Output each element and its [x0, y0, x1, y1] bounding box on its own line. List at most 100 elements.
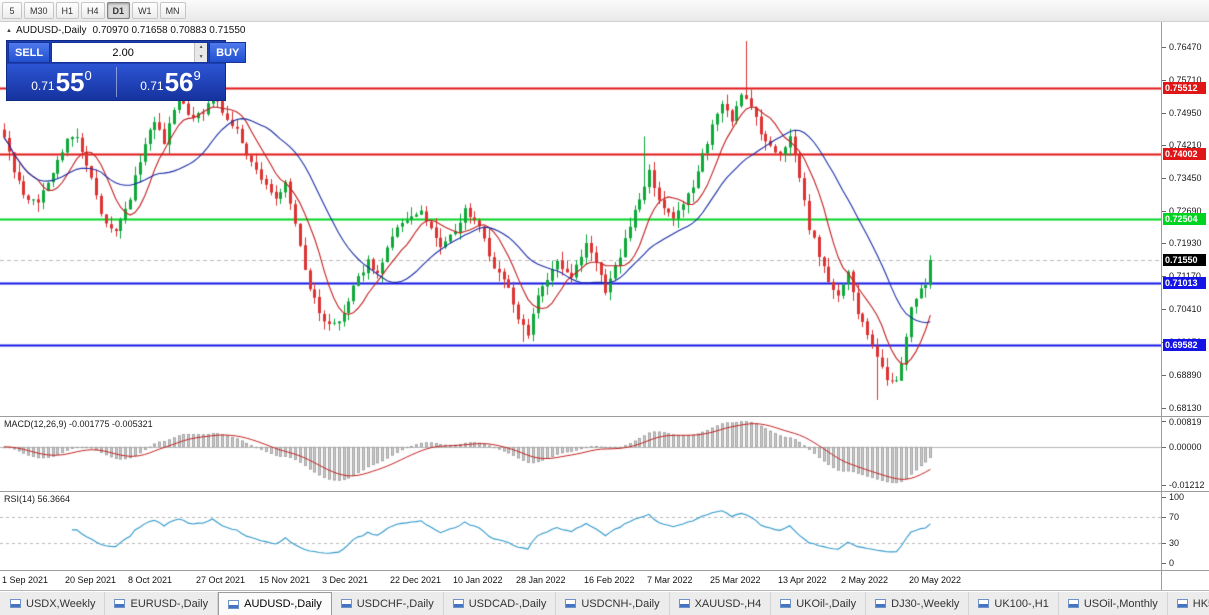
- price-tick-mark: [1162, 47, 1166, 48]
- chart-window-icon: [1176, 599, 1188, 608]
- timeframe-toolbar: 5 M30 H1 H4 D1 W1 MN: [0, 0, 1209, 22]
- buy-button[interactable]: BUY: [209, 42, 247, 63]
- chart-tab-usdcad-daily[interactable]: USDCAD-,Daily: [444, 592, 557, 615]
- rsi-tick-mark: [1162, 497, 1166, 498]
- chart-window-icon: [780, 599, 792, 608]
- macd-pane: 0.00819 0.00000 -0.01212 MACD(12,26,9) -0.…: [0, 417, 1209, 492]
- timeframe-button-h1[interactable]: H1: [55, 2, 80, 19]
- chart-window-icon-bar: [979, 604, 989, 607]
- price-tick-mark: [1162, 211, 1166, 212]
- date-label: 25 Mar 2022: [710, 575, 761, 585]
- chart-tab-label: USDCHF-,Daily: [356, 597, 434, 610]
- title-marker-icon: ▲: [6, 27, 12, 34]
- chart-tab-label: USDX,Weekly: [26, 597, 96, 610]
- chart-tab-dj30-weekly[interactable]: DJ30-,Weekly: [866, 592, 970, 615]
- chart-window-icon: [340, 599, 352, 608]
- price-tick-mark: [1162, 80, 1166, 81]
- chart-tab-label: AUDUSD-,Daily: [244, 598, 322, 610]
- chart-tab-hk50[interactable]: HK50-: [1168, 592, 1209, 615]
- chart-window-icon-bar: [341, 604, 351, 607]
- price-tick-mark: [1162, 309, 1166, 310]
- rsi-tick-label: 0: [1169, 558, 1175, 568]
- price-tick-mark: [1162, 408, 1166, 409]
- sell-button[interactable]: SELL: [8, 42, 51, 63]
- chart-tab-eurusd-daily[interactable]: EURUSD-,Daily: [105, 592, 219, 615]
- rsi-tick-mark: [1162, 543, 1166, 544]
- chart-window-icon-bar: [679, 604, 689, 607]
- timeframe-button-5[interactable]: 5: [2, 2, 22, 19]
- chart-tab-uk100-h1[interactable]: UK100-,H1: [969, 592, 1059, 615]
- chart-tab-audusd-daily[interactable]: AUDUSD-,Daily: [218, 592, 332, 615]
- rsi-tick-mark: [1162, 517, 1166, 518]
- chart-tab-label: HK50-: [1192, 597, 1209, 610]
- chart-tab-xauusd-h4[interactable]: XAUUSD-,H4: [670, 592, 772, 615]
- date-label: 2 May 2022: [841, 575, 889, 585]
- date-label: 10 Jan 2022: [453, 575, 503, 585]
- rsi-chart-canvas[interactable]: [0, 492, 1161, 570]
- chart-tab-label: EURUSD-,Daily: [130, 597, 209, 610]
- price-tick-label: 0.71930: [1169, 238, 1202, 248]
- chart-window-icon: [452, 599, 464, 608]
- chart-window-icon-bar: [566, 604, 576, 607]
- volume-down-button[interactable]: ▼: [198, 53, 204, 60]
- buy-price[interactable]: 0.71 56 9: [116, 64, 225, 100]
- date-label: 3 Dec 2021: [322, 575, 369, 585]
- chart-window-icon-bar: [1177, 604, 1187, 607]
- price-tick-mark: [1162, 375, 1166, 376]
- price-tick-label: 0.76470: [1169, 42, 1202, 52]
- chart-tab-usoil-monthly[interactable]: USOil-,Monthly: [1059, 592, 1168, 615]
- sell-price-prefix: 0.71: [31, 79, 55, 93]
- price-tick-label: 0.74210: [1169, 140, 1202, 150]
- macd-tick-label: 0.00000: [1169, 442, 1202, 452]
- chart-window-icon-bar: [229, 604, 239, 608]
- volume-spin-control: ▲ ▼: [194, 43, 208, 62]
- chart-tab-usdx-weekly[interactable]: USDX,Weekly: [1, 592, 106, 615]
- current-price-label: 0.71550: [1163, 254, 1206, 266]
- chart-window-icon: [10, 599, 21, 608]
- chart-tab-bar: USDX,Weekly EURUSD-,Daily AUDUSD-,Daily USD…: [0, 591, 1209, 615]
- macd-label: MACD(12,26,9) -0.001775 -0.005321: [4, 419, 153, 429]
- trade-prices: 0.71 55 0 0.71 56 9: [7, 64, 225, 100]
- price-tick-label: 0.68890: [1169, 370, 1202, 380]
- date-label: 28 Jan 2022: [516, 575, 566, 585]
- chart-window-icon-bar: [115, 604, 125, 607]
- date-label: 13 Apr 2022: [778, 575, 827, 585]
- date-label: 7 Mar 2022: [647, 575, 693, 585]
- level-price-label: 0.71013: [1163, 277, 1206, 289]
- chart-symbol-label: AUDUSD-,Daily: [15, 25, 87, 36]
- timeframe-button-d1[interactable]: D1: [106, 2, 131, 19]
- timeframe-button-w1[interactable]: W1: [132, 2, 158, 19]
- price-tick-label: 0.75710: [1169, 75, 1202, 85]
- chart-tab-usdcnh-daily[interactable]: USDCNH-,Daily: [556, 592, 670, 615]
- volume-up-button[interactable]: ▲: [198, 44, 204, 51]
- volume-input[interactable]: [52, 43, 195, 62]
- chart-tab-label: USDCNH-,Daily: [581, 597, 660, 610]
- chart-title: ▲ AUDUSD-,Daily 0.70970 0.71658 0.70883 …: [6, 25, 245, 36]
- sell-price-point: 0: [84, 67, 92, 83]
- macd-chart-canvas[interactable]: [0, 417, 1161, 491]
- price-axis: 0.76470 0.75710 0.74950 0.74210 0.73450 0.726…: [1161, 22, 1209, 416]
- chart-window-icon: [875, 599, 887, 608]
- chart-window-icon: [565, 599, 577, 608]
- chart-tab-ukoil-daily[interactable]: UKOil-,Daily: [771, 592, 867, 615]
- timeframe-button-m30[interactable]: M30: [24, 2, 54, 19]
- trade-price-divider: [116, 67, 117, 97]
- price-tick-label: 0.70410: [1169, 304, 1202, 314]
- chart-tab-label: USOil-,Monthly: [1083, 597, 1158, 610]
- timeframe-button-mn[interactable]: MN: [159, 2, 186, 19]
- chart-window-icon-bar: [781, 604, 791, 607]
- date-label: 27 Oct 2021: [196, 575, 246, 585]
- date-label: 16 Feb 2022: [584, 575, 635, 585]
- sell-price[interactable]: 0.71 55 0: [7, 64, 116, 100]
- chart-tab-label: UKOil-,Daily: [796, 597, 857, 610]
- buy-price-prefix: 0.71: [140, 79, 164, 93]
- rsi-tick-label: 70: [1169, 512, 1180, 522]
- chart-window-icon: [228, 599, 240, 609]
- chart-tab-usdchf-daily[interactable]: USDCHF-,Daily: [332, 592, 444, 615]
- timeframe-button-h4[interactable]: H4: [81, 2, 105, 19]
- chart-tab-label: DJ30-,Weekly: [891, 597, 960, 610]
- chart-window-icon-bar: [876, 604, 886, 607]
- price-tick-mark: [1162, 178, 1166, 179]
- rsi-tick-mark: [1162, 563, 1166, 564]
- rsi-tick-label: 100: [1169, 492, 1185, 502]
